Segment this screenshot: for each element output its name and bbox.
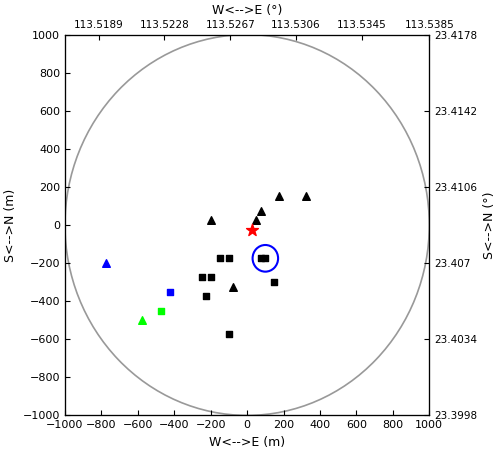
Point [270,279,278,286]
Y-axis label: S<-->N (m): S<-->N (m) [4,188,17,262]
Point [252,217,260,224]
Point [257,255,265,262]
Point [225,331,233,338]
Point [216,255,224,262]
Point [225,255,233,262]
Point [302,193,310,200]
Point [102,260,110,267]
X-axis label: W<-->E (m): W<-->E (m) [209,436,285,449]
Point [248,226,256,233]
Point [166,288,173,295]
Point [202,293,210,300]
Point [206,217,214,224]
Point [138,317,146,324]
Y-axis label: S<-->N (°): S<-->N (°) [483,191,496,259]
X-axis label: W<-->E (°): W<-->E (°) [212,4,282,17]
Point [257,207,265,214]
Point [198,274,205,281]
Point [156,307,164,314]
Point [275,193,283,200]
Point [262,255,270,262]
Point [206,274,214,281]
Point [230,283,237,290]
